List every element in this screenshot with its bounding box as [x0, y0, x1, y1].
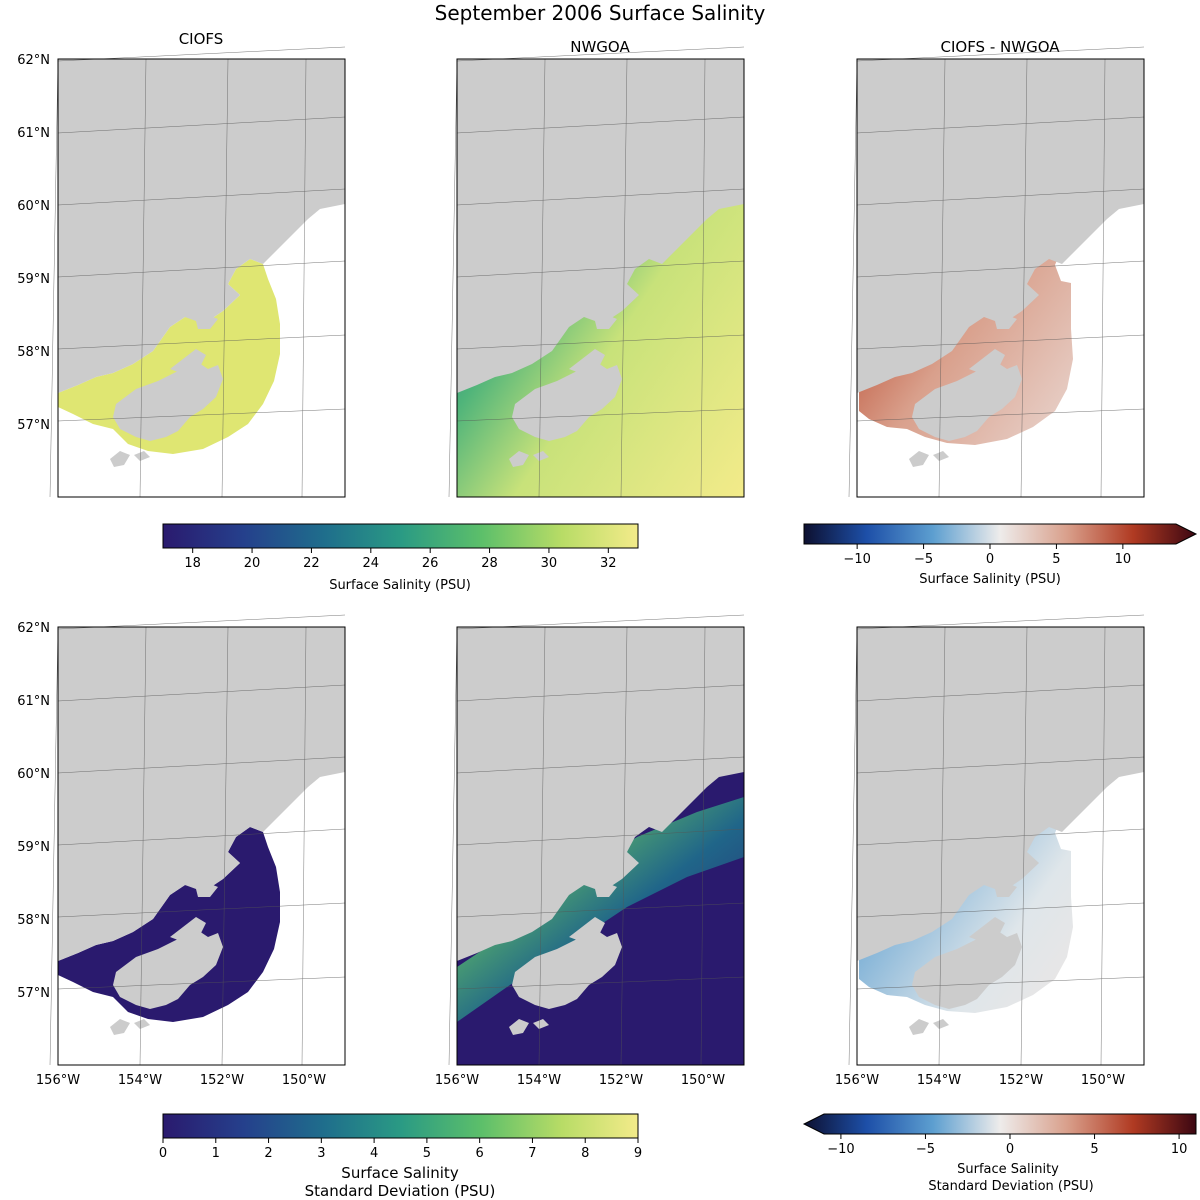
lon-labels-mid: 156°W 154°W 152°W 150°W — [435, 1073, 725, 1088]
lat-label: 61°N — [17, 694, 50, 709]
colorbar-tick-label: 32 — [600, 556, 617, 571]
colorbar-tick-label: 8 — [581, 1146, 589, 1161]
lon-label: 156°W — [835, 1073, 879, 1088]
colorbar-mean-diff-ticks: −10 −5 0 5 10 — [843, 544, 1131, 567]
colorbar-mean-diff-label: Surface Salinity (PSU) — [919, 572, 1061, 587]
lat-label: 59°N — [17, 840, 50, 855]
colorbar-std-diff-label-line2: Standard Deviation (PSU) — [928, 1179, 1093, 1194]
lat-label: 57°N — [17, 986, 50, 1001]
colorbar-tick-label: 0 — [159, 1146, 167, 1161]
colorbar-tick-label: 26 — [422, 556, 439, 571]
lon-label: 152°W — [999, 1073, 1043, 1088]
panel-ciofs-mean: CIOFS — [49, 30, 346, 498]
lat-label: 59°N — [17, 272, 50, 287]
lon-label: 154°W — [118, 1073, 162, 1088]
colorbar-std-label-line1: Surface Salinity — [341, 1164, 459, 1182]
panel-ciofs-std — [49, 614, 346, 1066]
colorbar-tick-label: 6 — [476, 1146, 484, 1161]
colorbar-std-ticks: 0 1 2 3 4 5 6 7 8 9 — [159, 1138, 642, 1161]
colorbar-std-ramp — [162, 1113, 639, 1139]
lon-label: 156°W — [435, 1073, 479, 1088]
colorbar-tick-label: 7 — [528, 1146, 536, 1161]
panel-nwgoa-mean: NWGOA — [448, 38, 745, 498]
colorbar-std-diff-label-line1: Surface Salinity — [957, 1162, 1059, 1177]
panel-title-nwgoa: NWGOA — [570, 38, 630, 56]
lon-label: 150°W — [1081, 1073, 1125, 1088]
colorbar-tick-label: 28 — [481, 556, 498, 571]
colorbar-tick-label: 0 — [986, 552, 994, 567]
lat-label: 57°N — [17, 418, 50, 433]
colorbar-tick-label: 4 — [370, 1146, 378, 1161]
panel-diff-mean: CIOFS - NWGOA — [848, 38, 1145, 498]
colorbar-tick-label: 5 — [423, 1146, 431, 1161]
panel-title-diff: CIOFS - NWGOA — [940, 38, 1060, 56]
colorbar-std: 0 1 2 3 4 5 6 7 8 9 Surface Salinity Standard Dev… — [159, 1113, 642, 1200]
lon-labels-left: 156°W 154°W 152°W 150°W — [36, 1073, 326, 1088]
colorbar-tick-label: 10 — [1171, 1142, 1188, 1157]
lon-label: 150°W — [282, 1073, 326, 1088]
lat-labels-top: 62°N 61°N 60°N 59°N 58°N 57°N — [17, 53, 50, 433]
colorbar-mean-ramp — [162, 523, 639, 549]
colorbar-mean: 18 20 22 24 26 28 30 32 Surface Salinity (PSU) — [162, 523, 639, 593]
colorbar-tick-label: 1 — [212, 1146, 220, 1161]
colorbar-tick-label: −10 — [827, 1142, 854, 1157]
colorbar-tick-label: 20 — [244, 556, 261, 571]
colorbar-tick-label: 3 — [317, 1146, 325, 1161]
colorbar-tick-label: 10 — [1115, 552, 1132, 567]
lon-label: 152°W — [200, 1073, 244, 1088]
lon-labels-right: 156°W 154°W 152°W 150°W — [835, 1073, 1125, 1088]
colorbar-tick-label: −10 — [843, 552, 870, 567]
panel-nwgoa-std — [448, 614, 745, 1066]
colorbar-mean-diff: −10 −5 0 5 10 Surface Salinity (PSU) — [803, 523, 1198, 587]
colorbar-std-label-line2: Standard Deviation (PSU) — [305, 1182, 496, 1200]
lon-label: 154°W — [517, 1073, 561, 1088]
colorbar-mean-ticks: 18 20 22 24 26 28 30 32 — [184, 548, 617, 571]
colorbar-tick-label: 18 — [184, 556, 201, 571]
lat-label: 58°N — [17, 345, 50, 360]
colorbar-tick-label: 30 — [541, 556, 558, 571]
lat-label: 60°N — [17, 767, 50, 782]
colorbar-tick-label: 24 — [363, 556, 380, 571]
colorbar-tick-label: 9 — [634, 1146, 642, 1161]
colorbar-tick-label: 5 — [1052, 552, 1060, 567]
lon-label: 154°W — [917, 1073, 961, 1088]
colorbar-tick-label: 2 — [264, 1146, 272, 1161]
lon-label: 156°W — [36, 1073, 80, 1088]
lat-label: 58°N — [17, 913, 50, 928]
lat-label: 61°N — [17, 126, 50, 141]
lat-label: 62°N — [17, 621, 50, 636]
lat-label: 60°N — [17, 199, 50, 214]
lat-labels-bottom: 62°N 61°N 60°N 59°N 58°N 57°N — [17, 621, 50, 1001]
lon-label: 152°W — [599, 1073, 643, 1088]
colorbar-mean-diff-ramp — [803, 523, 1198, 545]
colorbar-tick-label: 0 — [1006, 1142, 1014, 1157]
colorbar-tick-label: −5 — [914, 552, 933, 567]
lon-label: 150°W — [681, 1073, 725, 1088]
lat-label: 62°N — [17, 53, 50, 68]
colorbar-std-diff: −10 −5 0 5 10 Surface Salinity Standard Devi… — [802, 1113, 1197, 1194]
figure-title: September 2006 Surface Salinity — [435, 1, 766, 25]
colorbar-std-diff-ticks: −10 −5 0 5 10 — [827, 1134, 1187, 1157]
panel-title-ciofs: CIOFS — [179, 30, 224, 48]
colorbar-mean-label: Surface Salinity (PSU) — [329, 578, 471, 593]
colorbar-tick-label: 22 — [303, 556, 320, 571]
colorbar-std-diff-ramp — [802, 1113, 1197, 1135]
panel-diff-std — [848, 614, 1145, 1066]
colorbar-tick-label: −5 — [916, 1142, 935, 1157]
colorbar-tick-label: 5 — [1090, 1142, 1098, 1157]
